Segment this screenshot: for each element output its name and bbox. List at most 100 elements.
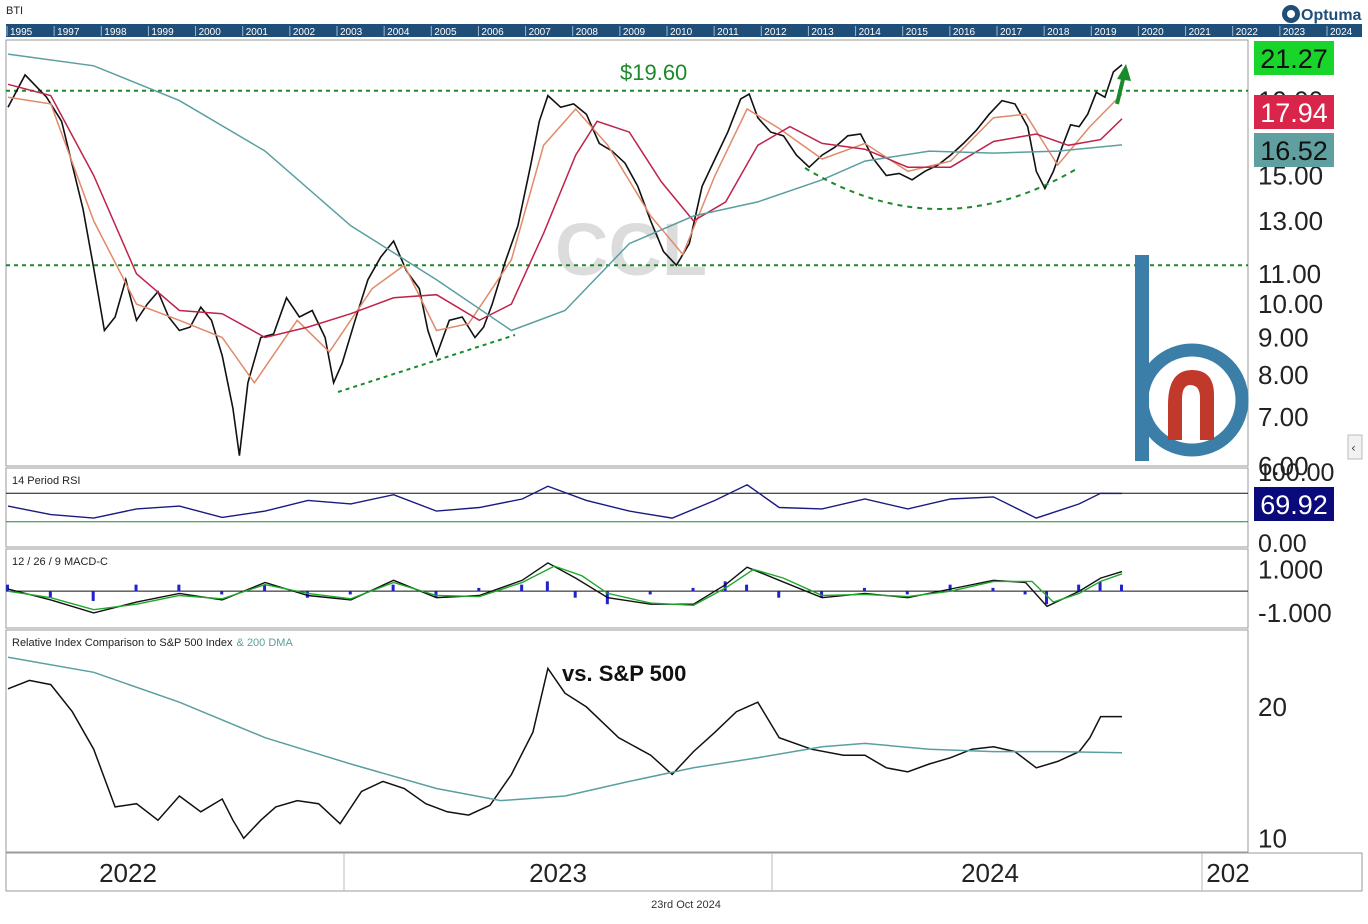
x-axis-labels: 2022 2023 2024 202 [99,853,1250,891]
x-axis-label: 2022 [99,858,157,888]
relative-series [7,656,1123,840]
macd-histogram-bar [777,591,781,598]
timeline-year: 2013 [811,27,834,38]
series-line-1 [7,93,1123,385]
timeline-year: 2007 [529,27,552,38]
value-badge-label: 17.94 [1260,98,1328,128]
value-badge-label: 16.52 [1260,136,1328,166]
level-annotation: $19.60 [620,60,687,85]
series-line-1 [7,656,1123,802]
timeline-year: 2004 [387,27,410,38]
timeline-year: 2011 [717,27,739,38]
value-badge: 17.94 [1254,95,1334,129]
y-tick-label: 1.000 [1258,554,1323,584]
macd-histogram-bar [745,584,749,592]
timeline-year: 2002 [293,27,316,38]
rsi-levels [6,492,1248,523]
series-line-0 [7,483,1123,519]
series-line-0 [7,666,1122,840]
macd-title: 12 / 26 / 9 MACD-C [12,556,108,568]
macd-histogram-bar [177,584,181,592]
macd-histogram-bar [348,591,352,595]
footer-date: 23rd Oct 2024 [651,899,721,911]
price-levels [6,89,1248,267]
timeline-year: 2023 [1283,27,1306,38]
timeline-year: 1995 [10,27,33,38]
x-axis-bar[interactable] [5,852,1363,892]
macd-panel[interactable] [5,548,1249,629]
timeline-year: 1999 [151,27,174,38]
macd-histogram [6,581,1123,605]
timeline-strip[interactable] [6,24,1362,37]
timeline-year: 2010 [670,27,693,38]
series-line-0 [7,64,1123,456]
timeline-year: 2015 [906,27,929,38]
macd-series [7,562,1123,614]
macd-histogram-bar [391,584,395,592]
relative-axis-ticks: 10 20 [1258,692,1287,853]
macd-histogram-bar [1045,591,1049,605]
value-badge: 16.52 [1254,133,1334,167]
macd-histogram-bar [220,591,224,595]
series-line-0 [7,562,1123,614]
symbol-label: BTI [6,5,23,17]
timeline-year: 2022 [1236,27,1259,38]
company-logo [1135,255,1249,461]
y-tick-label: 10 [1258,823,1287,853]
macd-histogram-bar [263,584,267,592]
timeline-year: 2012 [764,27,787,38]
x-axis-label: 2024 [961,858,1019,888]
macd-histogram-bar [905,591,909,595]
macd-histogram-bar [1077,584,1081,592]
relative-title: Relative Index Comparison to S&P 500 Ind… [12,637,293,649]
macd-histogram-bar [573,591,577,598]
macd-histogram-bar [48,591,52,598]
value-badge-label: 69.92 [1260,490,1328,520]
rsi-value-badge: 69.92 [1254,487,1334,521]
timeline-year: 2003 [340,27,363,38]
macd-histogram-bar [134,584,138,592]
timeline-year: 2020 [1141,27,1164,38]
timeline-year: 2024 [1330,27,1353,38]
y-tick-label: 7.00 [1258,402,1309,432]
macd-histogram-bar [820,591,824,598]
y-tick-label: 6.00 [1258,451,1309,481]
series-line-1 [7,565,1123,611]
relative-panel[interactable] [5,629,1249,853]
value-badge-bg [1254,487,1334,521]
timeline-year: 2005 [434,27,457,38]
brand-name: Optuma [1301,7,1362,24]
macd-histogram-bar [1120,584,1123,592]
macd-histogram-bar [91,591,95,601]
timeline-year: 2001 [246,27,269,38]
value-badge-label: 21.27 [1260,44,1328,74]
macd-histogram-bar [477,587,481,592]
x-axis-label: 2023 [529,858,587,888]
price-annotations [337,64,1131,393]
breakout-arrow-head [1117,64,1131,81]
value-badge-bg [1254,133,1334,167]
macd-histogram-bar [305,591,309,598]
y-tick-label: -1.000 [1258,598,1332,628]
y-tick-label: 13.00 [1258,206,1323,236]
timeline-year: 2014 [859,27,882,38]
relative-title-main: Relative Index Comparison to S&P 500 Ind… [12,637,233,649]
timeline-year: 2019 [1094,27,1117,38]
rsi-series [7,483,1123,519]
series-line-2 [7,83,1123,339]
side-panel-toggle[interactable]: ‹ [1347,434,1363,460]
macd-histogram-bar [434,591,438,598]
price-panel[interactable] [5,39,1249,467]
macd-histogram-bar [545,581,549,592]
timeline-year: 2008 [576,27,599,38]
y-tick-label: 9.00 [1258,323,1309,353]
macd-histogram-bar [648,591,652,595]
price-series [7,53,1123,456]
rsi-panel[interactable] [5,467,1249,548]
value-badge-bg [1254,41,1334,75]
value-badge-bg [1254,95,1334,129]
timeline-year: 2006 [481,27,504,38]
value-badge: 21.27 [1254,41,1334,75]
chevron-left-icon: ‹ [1351,441,1356,455]
timeline-year: 2009 [623,27,646,38]
